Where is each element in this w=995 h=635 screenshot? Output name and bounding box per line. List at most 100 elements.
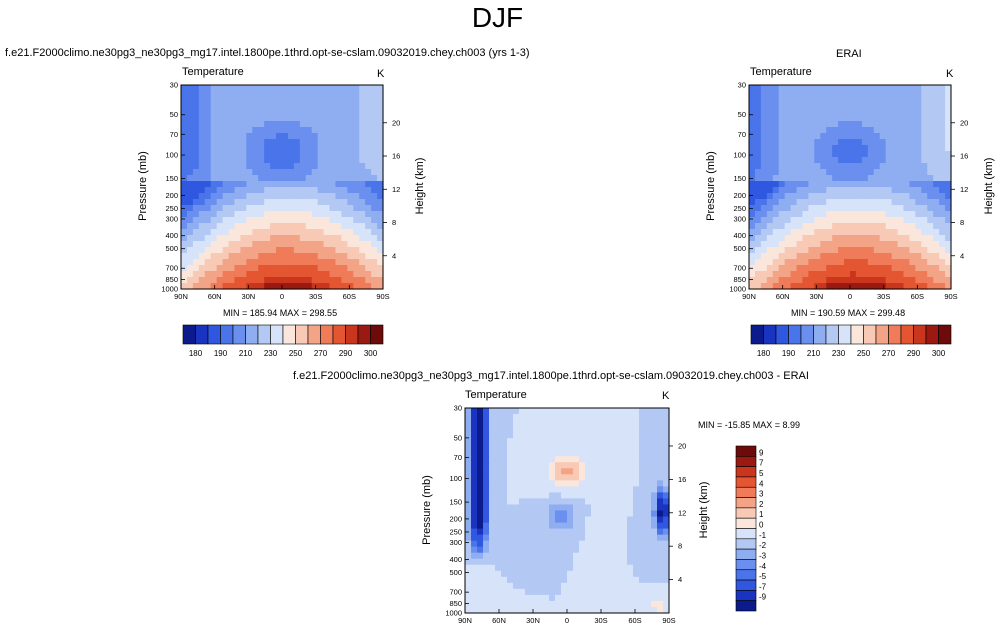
heatmap-cell: [838, 223, 845, 230]
heatmap-cell: [915, 187, 922, 194]
heatmap-cell: [495, 498, 502, 506]
heatmap-cell: [317, 85, 325, 92]
heatmap-cell: [909, 193, 916, 200]
heatmap-cell: [252, 103, 259, 110]
heatmap-cell: [282, 247, 289, 254]
heatmap-cell: [258, 253, 265, 260]
heatmap-cell: [772, 235, 780, 242]
heatmap-cell: [933, 97, 940, 104]
heatmap-cell: [861, 247, 869, 254]
heatmap-cell: [335, 97, 343, 104]
heatmap-cell: [353, 259, 360, 266]
heatmap-cell: [933, 259, 940, 266]
heatmap-cell: [246, 259, 253, 266]
heatmap-cell: [477, 498, 484, 506]
colorbar-swatch: [875, 324, 889, 345]
heatmap-cell: [282, 85, 289, 92]
heatmap-cell: [879, 139, 887, 146]
heatmap-cell: [305, 283, 313, 290]
heatmap-cell: [891, 139, 899, 146]
heatmap-cell: [525, 420, 532, 427]
heatmap-cell: [353, 145, 360, 152]
heatmap-cell: [210, 85, 218, 92]
heatmap-cell: [663, 510, 670, 518]
heatmap-cell: [615, 510, 622, 518]
heatmap-cell: [766, 103, 774, 110]
heatmap-cell: [323, 115, 331, 122]
heatmap-cell: [365, 157, 372, 164]
heatmap-cell: [477, 462, 484, 469]
heatmap-cell: [234, 253, 242, 260]
heatmap-cell: [567, 480, 574, 487]
heatmap-cell: [891, 109, 899, 116]
heatmap-cell: [561, 558, 568, 566]
heatmap-cell: [603, 474, 610, 481]
heatmap-cell: [513, 426, 520, 433]
heatmap-cell: [891, 271, 899, 278]
heatmap-cell: [228, 271, 236, 278]
heatmap-cell: [657, 570, 664, 578]
heatmap-cell: [246, 205, 253, 212]
colorbar-label: 300: [932, 349, 946, 358]
heatmap-cell: [850, 115, 857, 122]
heatmap-cell: [867, 133, 875, 140]
heatmap-cell: [204, 169, 212, 176]
heatmap-cell: [192, 223, 200, 230]
heatmap-cell: [591, 594, 598, 602]
panel1-variable: Temperature: [182, 66, 244, 78]
heatmap-cell: [276, 211, 283, 218]
heatmap-cell: [204, 229, 212, 236]
heatmap-cell: [329, 103, 337, 110]
heatmap-cell: [264, 181, 271, 188]
heatmap-cell: [561, 600, 568, 608]
heatmap-cell: [282, 283, 289, 290]
heatmap-cell: [609, 570, 616, 578]
heatmap-cell: [537, 600, 544, 608]
heatmap-cell: [240, 223, 247, 230]
heatmap-cell: [609, 534, 616, 542]
heatmap-cell: [305, 127, 313, 134]
heatmap-cell: [573, 606, 580, 614]
heatmap-cell: [371, 151, 378, 158]
heatmap-cell: [567, 420, 574, 427]
heatmap-cell: [276, 97, 283, 104]
heatmap-cell: [234, 265, 242, 272]
heatmap-cell: [838, 163, 845, 170]
heatmap-cell: [305, 169, 313, 176]
heatmap-cell: [573, 426, 580, 433]
heatmap-cell: [311, 193, 319, 200]
heatmap-cell: [879, 211, 887, 218]
heatmap-cell: [513, 540, 520, 548]
heatmap-cell: [573, 480, 580, 487]
heatmap-cell: [633, 606, 640, 614]
heatmap-cell: [210, 193, 218, 200]
heatmap-cell: [603, 516, 610, 524]
heatmap-cell: [341, 199, 348, 206]
heatmap-cell: [347, 139, 354, 146]
heatmap-cell: [495, 564, 502, 572]
heatmap-cell: [495, 582, 502, 590]
heatmap-cell: [276, 175, 283, 182]
heatmap-cell: [867, 247, 875, 254]
heatmap-cell: [519, 450, 526, 457]
heatmap-cell: [627, 582, 634, 590]
heatmap-cell: [252, 109, 259, 116]
heatmap-cell: [657, 486, 664, 494]
heatmap-cell: [519, 510, 526, 518]
heatmap-cell: [826, 145, 833, 152]
heatmap-cell: [210, 91, 218, 98]
heatmap-cell: [939, 229, 946, 236]
heatmap-cell: [844, 199, 851, 206]
heatmap-cell: [252, 181, 259, 188]
heatmap-cell: [778, 259, 786, 266]
heatmap-cell: [489, 546, 496, 554]
heatmap-cell: [633, 420, 640, 427]
heatmap-cell: [483, 522, 490, 530]
heatmap-cell: [204, 247, 212, 254]
heatmap-cell: [228, 277, 236, 284]
heatmap-cell: [377, 121, 384, 128]
heatmap-cell: [525, 588, 532, 596]
heatmap-cell: [855, 109, 863, 116]
heatmap-cell: [270, 121, 277, 128]
heatmap-cell: [531, 408, 538, 415]
